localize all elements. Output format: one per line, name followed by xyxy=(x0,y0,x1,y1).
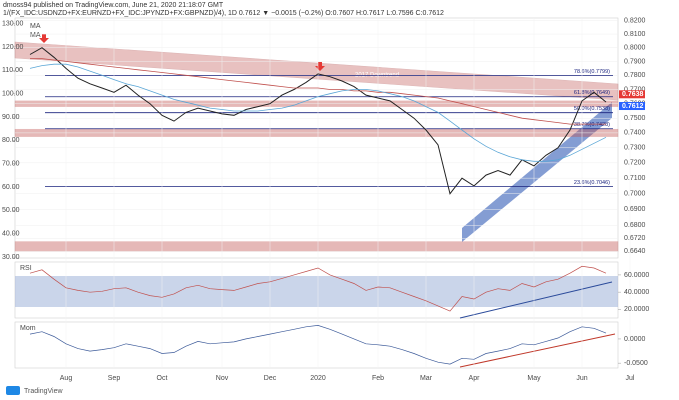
y2-tick-label: 60.00 xyxy=(2,184,20,191)
logo xyxy=(6,386,20,395)
x-tick-label: Aug xyxy=(60,375,73,382)
ma-label: MA xyxy=(30,32,41,39)
level-label: 78.6%(0.7799) xyxy=(574,69,610,75)
zone xyxy=(14,241,619,252)
y-tick-label: 0.7400 xyxy=(624,130,646,137)
y2-tick-label: 40.00 xyxy=(2,231,20,238)
x-tick-label: Jul xyxy=(626,375,635,382)
y2-tick-label: 110.00 xyxy=(2,67,23,74)
ma-label: MA xyxy=(30,23,41,30)
main-panel xyxy=(14,17,619,259)
price-tag-label: 0.7638 xyxy=(622,91,644,98)
x-tick-label: Mar xyxy=(420,375,433,382)
mom-line xyxy=(29,325,607,365)
x-tick-label: Nov xyxy=(216,375,229,382)
ma-line xyxy=(29,63,607,162)
rsi-trendline xyxy=(459,281,613,319)
x-tick-label: Dec xyxy=(264,375,277,382)
price-line xyxy=(29,47,607,195)
level-label: 23.6%(0.7046) xyxy=(574,180,610,186)
x-tick-label: Oct xyxy=(157,375,168,382)
arrow xyxy=(39,34,49,43)
y-tick-label: 0.6900 xyxy=(624,206,646,213)
arrow xyxy=(315,62,325,71)
footer: TradingView xyxy=(24,388,63,395)
y-tick-label: 0.6640 xyxy=(624,248,646,255)
y2-tick-label: 90.00 xyxy=(2,114,20,121)
y-tick-label: 0.7100 xyxy=(624,175,646,182)
mom-trendline xyxy=(459,333,616,368)
y2-tick-label: 100.00 xyxy=(2,90,24,97)
x-tick-label: Sep xyxy=(108,375,121,382)
y-tick-label: 0.6800 xyxy=(624,222,646,229)
x-tick-label: 2020 xyxy=(310,375,326,382)
y2-tick-label: 120.00 xyxy=(2,44,24,51)
rsi-label: RSI xyxy=(20,265,32,272)
y-tick-label: 0.8200 xyxy=(624,18,646,25)
price-tag-label: 0.7612 xyxy=(622,103,644,110)
y-tick-label: 0.6720 xyxy=(624,235,646,242)
y-tick-label: 0.7800 xyxy=(624,72,646,79)
x-tick-label: Apr xyxy=(469,375,481,382)
downtrend-channel xyxy=(14,41,619,101)
x-tick-label: May xyxy=(527,375,541,382)
chart-title: dmoss94 published on TradingView.com, Ju… xyxy=(3,2,224,9)
y-tick-label: 0.7700 xyxy=(624,86,646,93)
price-tag xyxy=(619,90,645,99)
uptrend-channel xyxy=(462,102,612,242)
y-tick-label: 0.8000 xyxy=(624,45,646,52)
rsi-band xyxy=(15,276,618,307)
y-tick-label: 0.7300 xyxy=(624,145,646,152)
y-tick-label: 0.8100 xyxy=(624,31,646,38)
ma-line xyxy=(30,58,606,125)
y-tick-label: 20.0000 xyxy=(624,306,649,313)
level-label: 38.2%(0.7428) xyxy=(574,122,610,128)
mom-label: Mom xyxy=(20,325,36,332)
chart-subtitle: 1/(FX_IDC:USDNZD+FX:EURNZD+FX_IDC:JPYNZD… xyxy=(3,10,444,17)
y2-tick-label: 70.00 xyxy=(2,161,20,168)
y-tick-label: 0.0000 xyxy=(624,336,646,343)
y2-tick-label: 50.00 xyxy=(2,207,20,214)
y2-tick-label: 80.00 xyxy=(2,137,20,144)
y-tick-label: 0.7200 xyxy=(624,160,646,167)
rsi-line xyxy=(29,265,607,312)
level-label: 50.0%(0.7538) xyxy=(574,106,610,112)
price-tag xyxy=(619,102,645,111)
y-tick-label: 0.7000 xyxy=(624,191,646,198)
mom-panel xyxy=(14,321,619,369)
y-tick-label: 40.0000 xyxy=(624,289,649,296)
y2-tick-label: 30.00 xyxy=(2,254,20,261)
y-tick-label: 60.0000 xyxy=(624,272,649,279)
y2-tick-label: 130.00 xyxy=(2,20,24,27)
y-tick-label: 0.7900 xyxy=(624,58,646,65)
x-tick-label: Jun xyxy=(576,375,587,382)
y-tick-label: 0.7500 xyxy=(624,115,646,122)
y-tick-label: -0.0500 xyxy=(624,360,648,367)
x-tick-label: Feb xyxy=(372,375,384,382)
